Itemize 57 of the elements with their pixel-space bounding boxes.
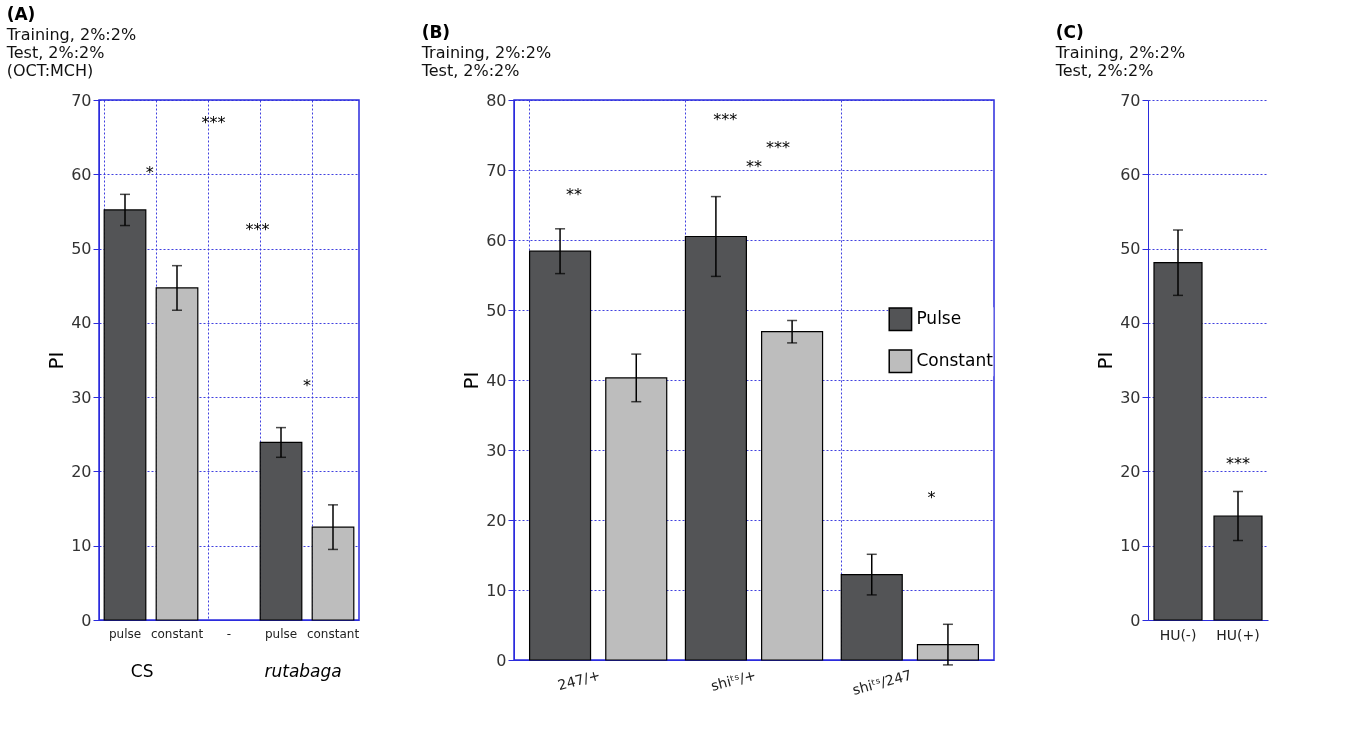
chart-title: (A) [6,4,36,24]
y-tick-label: 70 [486,160,507,180]
y-axis-title: PI [459,371,484,390]
chart-subtitle: Training, 2%:2% Test, 2%:2% [1054,43,1186,80]
annotation: *** [713,109,738,129]
annotation: * [303,376,311,395]
x-tick-label: pulse [108,626,142,641]
y-tick-label: 30 [71,387,92,407]
y-tick-label: 30 [1120,387,1141,407]
annotation: ** [566,185,582,205]
y-tick-label: 60 [1120,164,1141,184]
y-tick-label: 50 [486,300,507,320]
y-tick-label: 10 [71,536,92,556]
y-tick-label: 20 [1120,461,1141,481]
x-tick-label: shiᵗˢ/+ [709,666,758,694]
annotation: *** [201,113,226,133]
annotation: *** [1226,454,1250,473]
y-tick-label: 20 [71,461,92,481]
x-tick-label: 247/+ [555,666,602,694]
y-tick-label: 0 [1130,610,1141,630]
y-tick-label: 30 [486,440,507,460]
x-tick-label: constant [306,626,360,641]
annotation: *** [766,137,790,157]
y-tick-label: 0 [81,610,92,630]
y-tick-label: 10 [1120,536,1141,556]
y-tick-label: 70 [71,90,92,110]
y-tick-label: 50 [1120,239,1141,259]
annotation: ** [746,157,762,177]
annotation: *** [245,220,270,239]
y-tick-label: 40 [1120,313,1141,333]
y-axis-title: PI [1093,351,1118,370]
text: CS [130,661,154,681]
text: rutabaga [264,661,342,681]
x-tick-label: HU(-) [1159,626,1197,643]
y-tick-label: 20 [486,510,507,530]
y-tick-label: 50 [71,239,92,259]
x-tick-label: pulse [264,626,298,641]
chart-title: (C) [1055,22,1084,42]
legend-label: Constant [916,350,994,371]
x-tick-label: - [226,626,232,641]
annotation: * [927,487,936,507]
chart-subtitle: Training, 2%:2% Test, 2%:2% (OCT:MCH) [5,25,137,80]
y-tick-label: 60 [486,230,507,250]
y-tick-label: 70 [1120,90,1141,110]
chart-subtitle: Training, 2%:2% Test, 2%:2% [420,43,552,80]
y-tick-label: 40 [71,313,92,333]
y-tick-label: 80 [486,90,507,110]
y-tick-label: 60 [71,164,92,184]
legend-label: Pulse [916,308,962,329]
x-tick-label: constant [150,626,204,641]
annotation: * [145,162,154,182]
y-axis-title: PI [44,351,69,370]
y-tick-label: 0 [496,650,507,670]
chart-title: (B) [421,22,451,42]
y-tick-label: 40 [486,370,507,390]
x-tick-label: HU(+) [1216,626,1260,643]
y-tick-label: 10 [486,580,507,600]
